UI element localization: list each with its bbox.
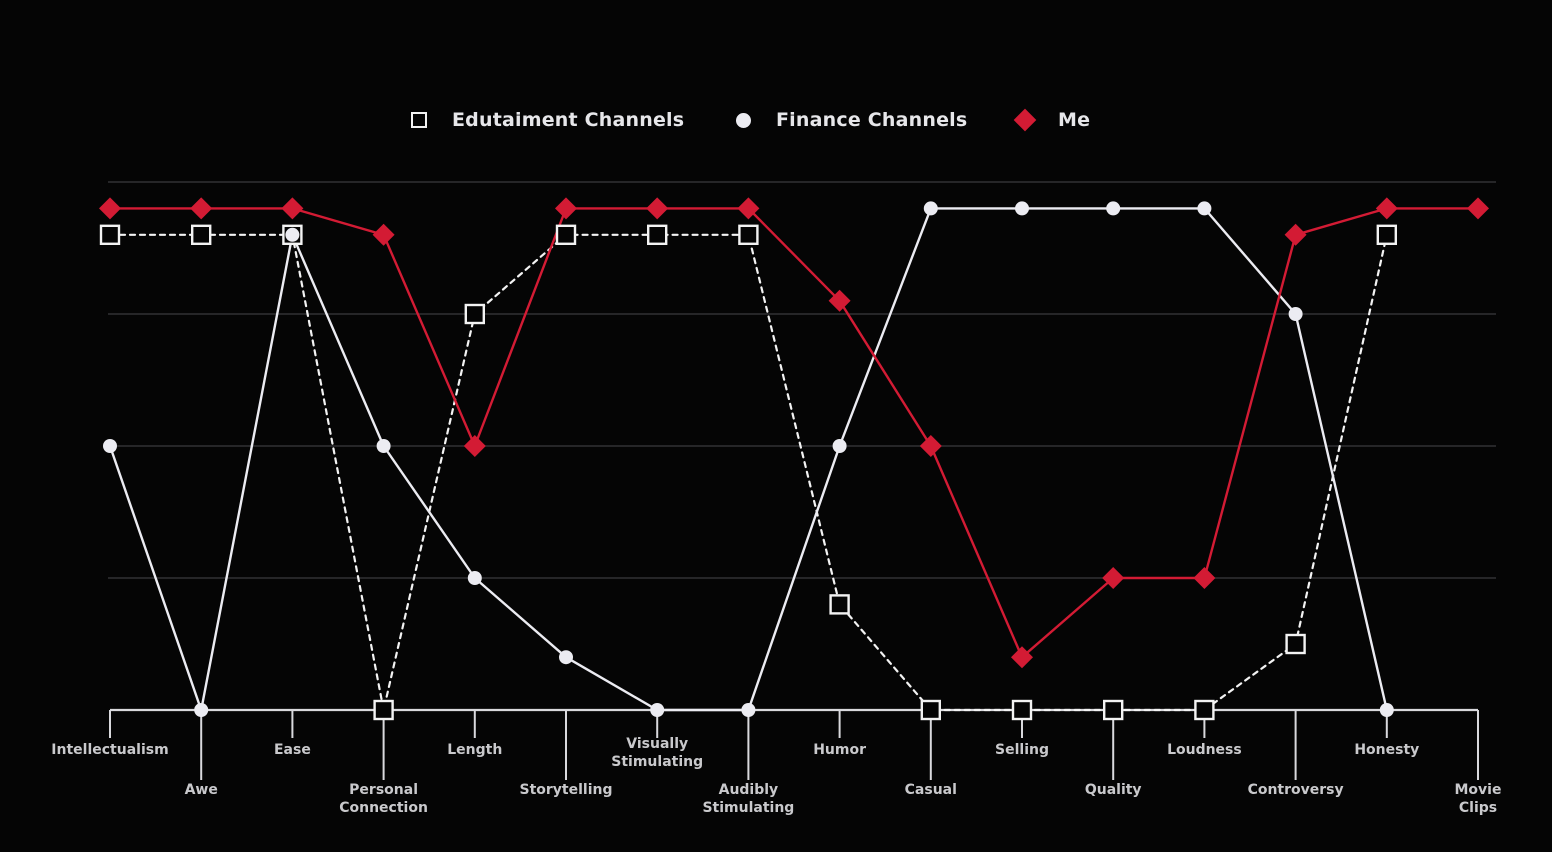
x-tick-label: Storytelling — [520, 782, 613, 798]
series-line-edutaiment-channels — [108, 233, 1388, 712]
data-point-diamond — [281, 197, 304, 220]
data-point-diamond — [919, 435, 942, 457]
legend-item-finance: Finance Channels — [732, 104, 967, 136]
data-point-circle — [923, 201, 938, 216]
data-point-diamond — [1011, 646, 1033, 669]
data-point-square — [555, 224, 577, 246]
data-point-square — [738, 224, 759, 246]
series-lines — [108, 207, 1480, 712]
legend-label-finance: Finance Channels — [776, 109, 968, 131]
x-tick-label: Controversy — [1248, 782, 1344, 798]
chart-legend: Edutaiment Channels Finance Channels Me — [0, 104, 1552, 136]
data-point-diamond — [1375, 197, 1398, 220]
legend-label-me: Me — [1058, 109, 1091, 131]
data-point-square — [190, 224, 212, 246]
data-point-circle — [559, 650, 573, 665]
x-tick-label: Visually Stimulating — [611, 736, 703, 770]
data-point-square — [920, 699, 941, 721]
x-tick-label: Quality — [1085, 782, 1142, 798]
data-point-circle — [1288, 307, 1303, 321]
x-tick-label: Casual — [905, 782, 957, 798]
data-point-diamond — [190, 197, 213, 220]
circle-icon — [732, 109, 754, 131]
data-point-square — [99, 224, 121, 246]
x-tick-label: Audibly Stimulating — [702, 782, 794, 816]
square-outline-icon — [408, 109, 430, 131]
data-point-circle — [832, 439, 847, 453]
x-tick-label: Length — [447, 742, 502, 758]
x-tick-label: Awe — [185, 782, 218, 798]
x-axis — [109, 708, 1479, 780]
data-point-diamond — [1284, 223, 1307, 246]
x-tick-label: Movie Clips — [1455, 782, 1502, 816]
data-point-square — [1376, 224, 1398, 246]
x-tick-label: Loudness — [1167, 742, 1242, 758]
data-point-square — [1285, 633, 1306, 655]
data-point-square — [1102, 699, 1124, 721]
data-point-circle — [194, 703, 209, 717]
data-point-circle — [103, 439, 117, 453]
legend-item-edutainment: Edutaiment Channels — [408, 104, 684, 136]
data-point-diamond — [646, 197, 669, 220]
data-point-diamond — [1102, 567, 1125, 589]
data-point-diamond — [1193, 567, 1216, 589]
data-point-square — [647, 224, 668, 246]
data-point-circle — [1379, 703, 1394, 717]
data-point-diamond — [99, 197, 121, 220]
x-tick-label: Humor — [813, 742, 866, 758]
data-point-circle — [285, 227, 300, 242]
legend-item-me: Me — [1013, 104, 1091, 136]
grid-lines — [108, 181, 1496, 579]
data-point-diamond — [828, 289, 851, 312]
x-tick-label: Personal Connection — [339, 782, 428, 816]
data-point-square — [373, 699, 394, 721]
data-point-circle — [1197, 201, 1212, 216]
x-tick-label: Honesty — [1354, 742, 1419, 758]
data-point-square — [464, 303, 485, 325]
data-point-diamond — [372, 223, 395, 246]
data-point-circle — [741, 703, 756, 717]
data-point-circle — [467, 571, 482, 585]
data-point-square — [1194, 699, 1215, 721]
x-tick-labels: Intellectualism Awe Ease Personal Connection… — [51, 736, 1501, 816]
series-markers — [99, 197, 1489, 721]
data-point-diamond — [1467, 197, 1489, 220]
x-tick-label: Intellectualism — [51, 742, 168, 758]
data-point-square — [1011, 699, 1033, 721]
series-line-me — [108, 207, 1480, 659]
data-point-square — [829, 594, 850, 615]
data-point-circle — [650, 703, 665, 717]
data-point-circle — [376, 439, 391, 453]
data-point-diamond — [555, 197, 577, 220]
x-tick-label: Selling — [995, 742, 1049, 758]
data-point-circle — [1106, 201, 1121, 216]
data-point-diamond — [737, 197, 760, 220]
data-point-diamond — [463, 435, 486, 457]
data-point-circle — [1015, 201, 1029, 216]
x-tick-label: Ease — [274, 742, 311, 758]
legend-label-edutainment: Edutaiment Channels — [452, 109, 685, 131]
